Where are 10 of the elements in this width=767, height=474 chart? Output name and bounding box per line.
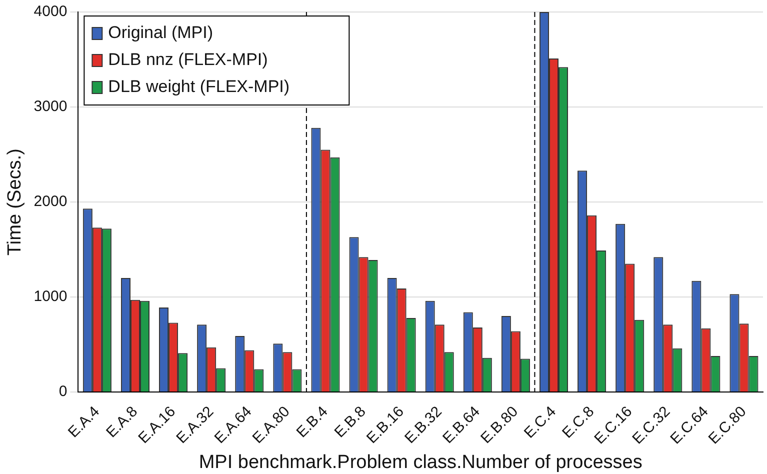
y-tick-label: 4000 [34,3,68,20]
y-tick-label: 2000 [34,193,68,210]
y-tick-label: 0 [58,383,68,400]
y-axis-title: Time (Secs.) [4,148,26,256]
legend-label: DLB nnz (FLEX-MPI) [108,50,268,70]
y-tick-label: 1000 [34,288,68,306]
x-axis-title: MPI benchmark.Problem class.Number of processes [198,452,642,473]
legend-label: Original (MPI) [108,23,214,42]
y-tick-label: 3000 [34,98,68,116]
legend-label: DLB weight (FLEX-MPI) [108,77,290,96]
